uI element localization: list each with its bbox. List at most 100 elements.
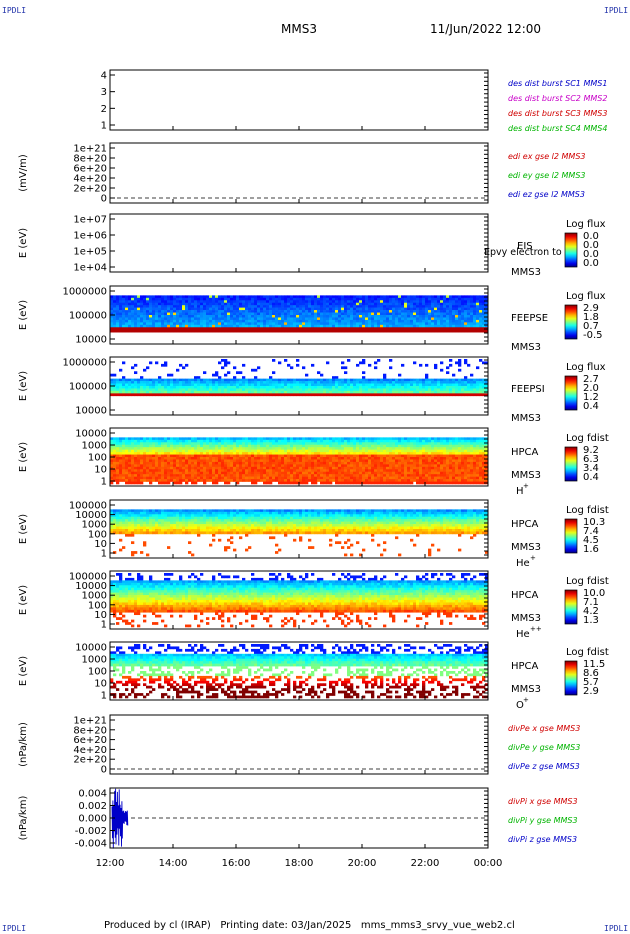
- spectrogram-cell: [152, 383, 156, 387]
- spectrogram-cell: [317, 297, 321, 301]
- spectrogram-cell: [284, 476, 288, 480]
- spectrogram-cell: [233, 449, 237, 453]
- spectrogram-cell: [314, 327, 318, 331]
- spectrogram-cell: [359, 322, 363, 326]
- spectrogram-cell: [380, 447, 384, 450]
- spectrogram-cell: [392, 315, 396, 318]
- spectrogram-cell: [383, 322, 387, 326]
- spectrogram-cell: [287, 300, 291, 304]
- spectrogram-cell: [215, 310, 219, 313]
- spectrogram-cell: [284, 444, 288, 448]
- spectrogram-cell: [365, 386, 369, 389]
- spectrogram-cell: [296, 329, 300, 333]
- spectrogram-cell: [248, 383, 252, 387]
- spectrogram-cell: [314, 461, 318, 465]
- spectrogram-cell: [317, 439, 321, 443]
- spectrogram-cell: [146, 366, 150, 370]
- spectrogram-cell: [203, 452, 207, 455]
- spectrogram-cell: [188, 390, 192, 394]
- spectrogram-cell: [398, 447, 402, 450]
- spectrogram-cell: [185, 383, 189, 387]
- spectrogram-cell: [338, 449, 342, 453]
- spectrogram-cell: [395, 459, 399, 463]
- spectrogram-cell: [128, 390, 132, 394]
- spectrogram-cell: [215, 297, 219, 301]
- spectrogram-cell: [476, 366, 480, 370]
- spectrogram-cell: [404, 327, 408, 331]
- spectrogram-cell: [269, 307, 273, 311]
- spectrogram-cell: [287, 444, 291, 448]
- spectrogram-cell: [158, 444, 162, 448]
- spectrogram-cell: [437, 310, 441, 313]
- spectrogram-cell: [341, 381, 345, 384]
- spectrogram-cell: [212, 437, 216, 441]
- spectrogram-cell: [470, 305, 474, 308]
- spectrogram-cell: [119, 439, 123, 443]
- spectrogram-cell: [386, 327, 390, 331]
- spectrogram-cell: [188, 466, 192, 470]
- spectrogram-cell: [401, 324, 405, 328]
- spectrogram-cell: [332, 386, 336, 389]
- spectrogram-cell: [269, 378, 273, 382]
- spectrogram-cell: [299, 464, 303, 468]
- spectrogram-cell: [359, 361, 363, 365]
- spectrogram-cell: [458, 322, 462, 326]
- spectrogram-cell: [251, 312, 255, 316]
- spectrogram-cell: [452, 295, 456, 299]
- spectrogram-cell: [395, 381, 399, 384]
- spectrogram-cell: [137, 381, 141, 384]
- spectrogram-cell: [362, 442, 366, 446]
- spectrogram-cell: [401, 305, 405, 308]
- spectrogram-cell: [251, 479, 255, 482]
- spectrogram-cell: [254, 393, 258, 397]
- spectrogram-cell: [170, 310, 174, 313]
- spectrogram-cell: [125, 464, 129, 468]
- spectrogram-cell: [440, 393, 444, 397]
- spectrogram-cell: [236, 454, 240, 458]
- spectrogram-cell: [146, 322, 150, 326]
- spectrogram-cell: [173, 386, 177, 389]
- spectrogram-cell: [434, 383, 438, 387]
- spectrogram-cell: [197, 449, 201, 453]
- spectrogram-cell: [272, 297, 276, 301]
- spectrogram-cell: [287, 307, 291, 311]
- spectrogram-cell: [140, 442, 144, 446]
- spectrogram-cell: [386, 388, 390, 392]
- spectrogram-cell: [413, 324, 417, 328]
- spectrogram-cell: [215, 444, 219, 448]
- spectrogram-cell: [350, 307, 354, 311]
- spectrogram-cell: [329, 454, 333, 458]
- spectrogram-cell: [137, 447, 141, 450]
- spectrogram-cell: [131, 454, 135, 458]
- spectrogram-cell: [245, 459, 249, 463]
- spectrogram-cell: [302, 481, 306, 485]
- spectrogram-cell: [224, 361, 228, 365]
- spectrogram-cell: [350, 378, 354, 382]
- spectrogram-cell: [137, 437, 141, 441]
- spectrogram-cell: [296, 454, 300, 458]
- spectrogram-cell: [413, 307, 417, 311]
- spectrogram-cell: [332, 310, 336, 313]
- spectrogram-cell: [284, 295, 288, 299]
- spectrogram-cell: [167, 444, 171, 448]
- spectrogram-cell: [176, 381, 180, 384]
- spectrogram-cell: [353, 457, 357, 460]
- spectrogram-cell: [194, 324, 198, 328]
- spectrogram-cell: [200, 469, 204, 473]
- spectrogram-cell: [242, 302, 246, 306]
- spectrogram-cell: [473, 383, 477, 387]
- spectrogram-cell: [317, 444, 321, 448]
- spectrogram-cell: [161, 461, 165, 465]
- spectrogram-cell: [146, 307, 150, 311]
- spectrogram-cell: [218, 381, 222, 384]
- spectrogram-cell: [164, 444, 168, 448]
- spectrogram-cell: [305, 471, 309, 475]
- spectrogram-cell: [344, 459, 348, 463]
- spectrogram-cell: [224, 388, 228, 392]
- spectrogram-cell: [308, 302, 312, 306]
- spectrogram-cell: [167, 452, 171, 455]
- spectrogram-cell: [362, 437, 366, 441]
- spectrogram-cell: [401, 442, 405, 446]
- spectrogram-cell: [482, 317, 486, 321]
- spectrogram-cell: [341, 461, 345, 465]
